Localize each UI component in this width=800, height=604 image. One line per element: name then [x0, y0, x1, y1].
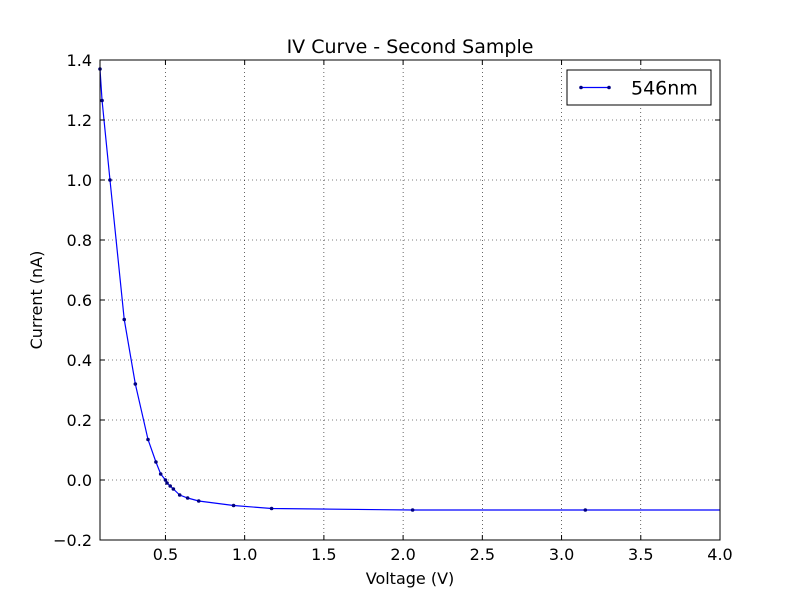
y-tick-label: 0.0 [67, 471, 92, 490]
data-point [171, 487, 176, 491]
legend-marker [607, 85, 611, 90]
x-tick-label: 1.5 [311, 545, 336, 564]
y-tick-label: 0.6 [67, 291, 92, 310]
legend-marker [579, 85, 583, 90]
y-tick-label: 1.0 [67, 171, 92, 190]
y-tick-label: 1.2 [67, 111, 92, 130]
data-point [154, 460, 158, 464]
x-tick-label: 1.0 [232, 545, 257, 564]
x-tick-label: 2.0 [390, 545, 415, 564]
y-tick-label: −0.2 [53, 531, 92, 550]
x-axis-label: Voltage (V) [366, 569, 455, 588]
axis-ticks: 0.5 1.0 1.5 2.0 2.5 3.0 3.5 4.0 −0.2 0.0 0.2 0.4 0.6… [53, 51, 733, 564]
legend-label: 546nm [631, 78, 698, 100]
legend: 546nm [566, 69, 712, 106]
y-tick-label: 0.8 [67, 231, 92, 250]
x-tick-label: 3.0 [549, 545, 574, 564]
data-point [165, 481, 169, 485]
y-axis-label: Current (nA) [27, 251, 46, 350]
data-point [269, 506, 274, 511]
series-layer [98, 67, 720, 512]
data-point [100, 98, 104, 103]
data-point [177, 493, 182, 497]
data-point [410, 508, 415, 512]
data-point [133, 382, 138, 386]
data-point [122, 317, 127, 322]
data-point [168, 484, 172, 488]
data-point [163, 478, 168, 482]
y-tick-label: 0.2 [67, 411, 92, 430]
data-point [231, 503, 236, 508]
x-tick-label: 3.5 [628, 545, 653, 564]
x-tick-label: 2.5 [470, 545, 495, 564]
chart-title: IV Curve - Second Sample [287, 36, 534, 58]
data-point [108, 178, 112, 182]
data-point [146, 437, 150, 442]
data-point [158, 472, 163, 476]
series-line [99, 68, 720, 511]
x-tick-label: 0.5 [153, 545, 178, 564]
data-point [583, 508, 588, 512]
data-point [196, 499, 201, 503]
y-tick-label: 1.4 [67, 51, 92, 70]
y-tick-label: 0.4 [67, 351, 92, 370]
data-point [185, 496, 190, 500]
x-tick-label: 4.0 [707, 545, 732, 564]
